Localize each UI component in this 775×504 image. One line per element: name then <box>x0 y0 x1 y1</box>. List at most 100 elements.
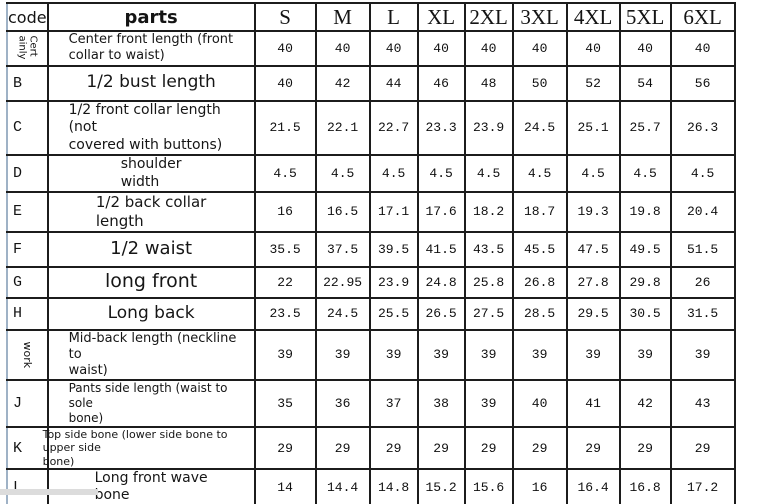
cell-value: 14.4 <box>314 467 371 504</box>
cell-value: 18.7 <box>511 191 568 233</box>
cell-value: 14 <box>253 467 317 504</box>
row-part-label: 1/2 bust length <box>46 64 256 102</box>
cell-value: 39 <box>463 328 514 382</box>
row-code-vertical: work <box>6 328 49 382</box>
table-row: D shoulder width 4.5 4.5 4.5 4.5 4.5 4.5… <box>6 154 736 193</box>
cell-value: 29.5 <box>565 296 621 331</box>
cell-value: 56 <box>669 64 736 102</box>
cell-value: 17.1 <box>368 191 419 233</box>
table-row: H Long back 23.5 24.5 25.5 26.5 27.5 28.… <box>6 296 736 331</box>
row-part-label: Mid-back length (neckline to waist) <box>46 328 256 382</box>
table-row: C 1/2 front collar length (not covered w… <box>6 99 736 156</box>
header-size-6xl: 6XL <box>669 2 736 32</box>
cell-value: 4.5 <box>565 154 621 193</box>
cell-value: 4.5 <box>463 154 514 193</box>
cell-value: 28.5 <box>511 296 568 331</box>
cell-value: 52 <box>565 64 621 102</box>
cell-value: 39.5 <box>368 230 419 268</box>
cell-value: 47.5 <box>565 230 621 268</box>
row-code-label: G <box>6 265 49 299</box>
cell-value: 25.5 <box>368 296 419 331</box>
table-row: work Mid-back length (neckline to waist)… <box>6 328 736 382</box>
cell-value: 29 <box>368 426 419 470</box>
cell-value: 39 <box>416 328 466 382</box>
header-size-4xl: 4XL <box>565 2 621 32</box>
cell-value: 16.8 <box>618 467 672 504</box>
cell-value: 39 <box>368 328 419 382</box>
cell-value: 18.2 <box>463 191 514 233</box>
row-part-label: Pants side length (waist to sole bone) <box>46 379 256 429</box>
row-part-label: Center front length (front collar to wai… <box>46 30 256 67</box>
row-part-label: shoulder width <box>46 154 256 193</box>
cell-value: 41.5 <box>416 230 466 268</box>
cell-value: 15.2 <box>416 467 466 504</box>
cell-value: 20.4 <box>669 191 736 233</box>
table-row: J Pants side length (waist to sole bone)… <box>6 379 736 429</box>
cell-value: 25.8 <box>463 265 514 299</box>
header-size-3xl: 3XL <box>511 2 568 32</box>
cell-value: 24.5 <box>511 99 568 156</box>
row-code-label: K <box>6 426 49 470</box>
cell-value: 4.5 <box>253 154 317 193</box>
cell-value: 23.3 <box>416 99 466 156</box>
cell-value: 26.8 <box>511 265 568 299</box>
size-chart-table: code parts S M L XL 2XL 3XL 4XL 5XL 6XL … <box>6 2 736 504</box>
cell-value: 19.3 <box>565 191 621 233</box>
row-code-vertical: Cert ainly <box>6 30 49 67</box>
table-row: E 1/2 back collar length 16 16.5 17.1 17… <box>6 191 736 233</box>
cell-value: 46 <box>416 64 466 102</box>
cell-value: 35 <box>253 379 317 429</box>
cell-value: 29 <box>669 426 736 470</box>
cell-value: 24.5 <box>314 296 371 331</box>
cell-value: 40 <box>463 30 514 67</box>
table-row: K Top side bone (lower side bone to uppe… <box>6 426 736 470</box>
cell-value: 40 <box>669 30 736 67</box>
table-row: F 1/2 waist 35.5 37.5 39.5 41.5 43.5 45.… <box>6 230 736 268</box>
row-part-label: Top side bone (lower side bone to upper … <box>43 426 256 470</box>
cell-value: 42 <box>618 379 672 429</box>
cell-value: 39 <box>463 379 514 429</box>
cell-value: 29.8 <box>618 265 672 299</box>
cell-value: 41 <box>565 379 621 429</box>
row-code-label: Cert ainly <box>17 35 39 60</box>
cell-value: 37 <box>368 379 419 429</box>
header-size-m: M <box>314 2 371 32</box>
cell-value: 17.2 <box>669 467 736 504</box>
row-part-label: 1/2 back collar length <box>46 191 256 233</box>
cell-value: 39 <box>314 328 371 382</box>
row-part-label: Long back <box>46 296 256 331</box>
row-part-label: long front <box>46 265 256 299</box>
cell-value: 22.7 <box>368 99 419 156</box>
cell-value: 50 <box>511 64 568 102</box>
cell-value: 40 <box>565 30 621 67</box>
cell-value: 44 <box>368 64 419 102</box>
row-code-label: C <box>6 99 49 156</box>
cell-value: 22 <box>253 265 317 299</box>
header-code: code <box>6 2 49 32</box>
cell-value: 16 <box>511 467 568 504</box>
cell-value: 4.5 <box>314 154 371 193</box>
cell-value: 39 <box>565 328 621 382</box>
header-size-2xl: 2XL <box>463 2 514 32</box>
cell-value: 16.5 <box>314 191 371 233</box>
cell-value: 48 <box>463 64 514 102</box>
cell-value: 4.5 <box>511 154 568 193</box>
cell-value: 21.5 <box>253 99 317 156</box>
cell-value: 45.5 <box>511 230 568 268</box>
cell-value: 39 <box>253 328 317 382</box>
cell-value: 27.8 <box>565 265 621 299</box>
cell-value: 42 <box>314 64 371 102</box>
cell-value: 29 <box>565 426 621 470</box>
table-row: G long front 22 22.95 23.9 24.8 25.8 26.… <box>6 265 736 299</box>
cell-value: 40 <box>511 30 568 67</box>
cell-value: 25.7 <box>618 99 672 156</box>
cell-value: 16 <box>253 191 317 233</box>
row-part-label: 1/2 front collar length (not covered wit… <box>46 99 256 156</box>
row-part-label: Long front wave bone <box>46 467 256 504</box>
cell-value: 15.6 <box>463 467 514 504</box>
cell-value: 17.6 <box>416 191 466 233</box>
row-code-label: L <box>6 467 49 504</box>
cell-value: 4.5 <box>416 154 466 193</box>
cell-value: 54 <box>618 64 672 102</box>
